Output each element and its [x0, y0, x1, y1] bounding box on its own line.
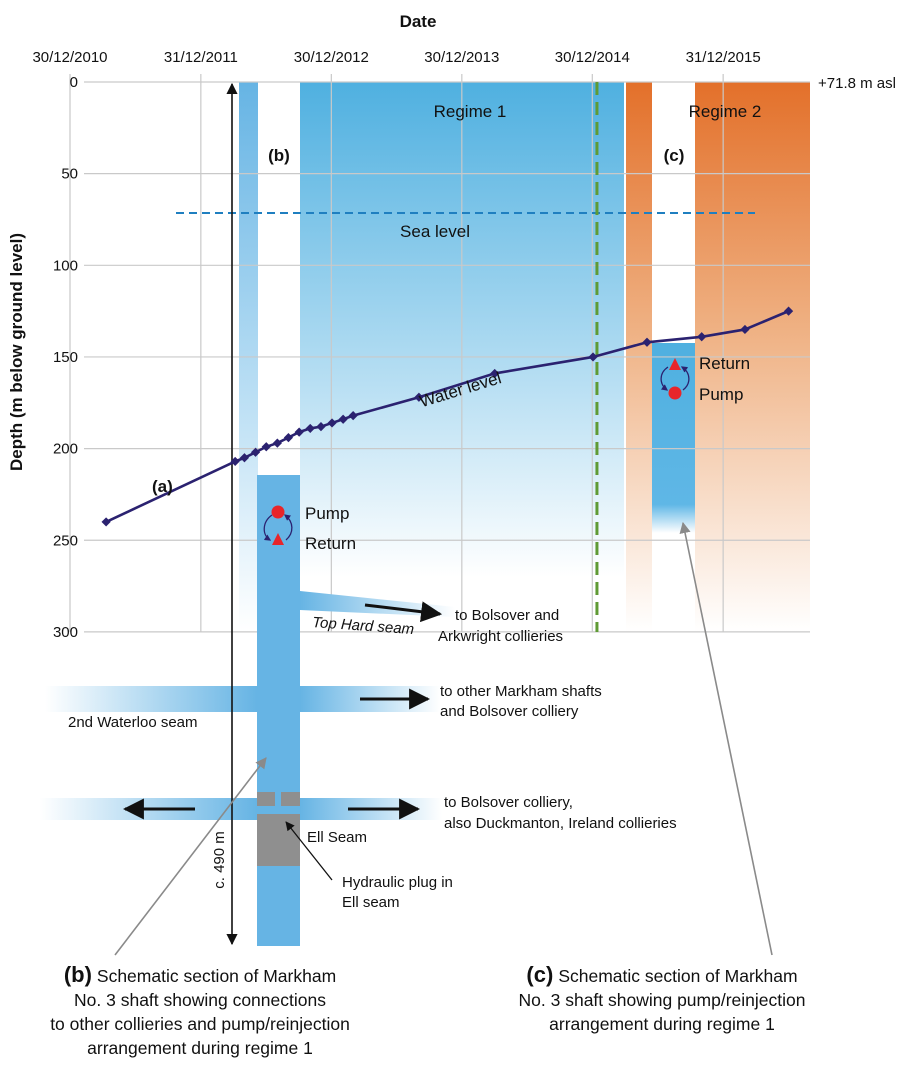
y-tick-label: 300	[53, 624, 78, 641]
water-level-point	[348, 411, 358, 421]
depth-490-label: c. 490 m	[211, 831, 228, 889]
water-level-point	[490, 368, 500, 379]
y-tick-label: 200	[53, 441, 78, 458]
caption-b-line4: arrangement during regime 1	[87, 1038, 313, 1058]
datum-label: +71.8 m asl	[818, 75, 896, 92]
caption-c-pointer	[679, 521, 773, 956]
water-level-series	[101, 306, 794, 527]
label-b: (b)	[268, 146, 290, 165]
regime1-label: Regime 1	[434, 102, 507, 121]
regime2-label: Regime 2	[689, 102, 762, 121]
water-level-point	[294, 427, 304, 437]
caption-c-line1: (c) Schematic section of Markham	[526, 962, 797, 987]
x-tick-label: 30/12/2013	[424, 49, 499, 66]
water-level-point	[783, 306, 794, 316]
return-label-b: Return	[305, 534, 356, 553]
x-tick-label: 30/12/2014	[555, 49, 630, 66]
pump-return-c	[660, 358, 690, 400]
y-tick-label: 50	[61, 166, 78, 183]
water-level-point	[230, 456, 240, 467]
to-markham-1: to other Markham shafts	[440, 683, 602, 700]
water-level-point	[316, 422, 326, 432]
2nd-waterloo-seam-pipe-left	[45, 686, 257, 712]
water-level-point	[101, 517, 111, 527]
y-tick-label: 0	[70, 74, 78, 91]
x-tick-label: 30/12/2012	[294, 49, 369, 66]
y-axis-title: Depth (m below ground level)	[7, 233, 26, 471]
to-bolsover-duck-2: also Duckmanton, Ireland collieries	[444, 815, 677, 832]
y-tick-label: 150	[53, 349, 78, 366]
circulation-arrow-c-right	[680, 366, 690, 391]
ell-seam-label: Ell Seam	[307, 829, 367, 846]
water-level-point	[697, 332, 707, 342]
pump-dot-b	[271, 505, 285, 519]
pump-dot-c	[668, 386, 682, 400]
plug-label-2: Ell seam	[342, 894, 400, 911]
top-hard-flow-arrow	[364, 601, 443, 623]
sea-level-label: Sea level	[400, 222, 470, 241]
pump-label-b: Pump	[305, 504, 349, 523]
caption-c-line2: No. 3 shaft showing pump/reinjection	[519, 990, 806, 1010]
shaft-c-water	[652, 343, 695, 533]
caption-b-line2: No. 3 shaft showing connections	[74, 990, 326, 1010]
hydraulic-plug-upper-left	[257, 792, 275, 806]
circulation-arrow-b-left	[263, 514, 273, 541]
caption-b-line1: (b) Schematic section of Markham	[64, 962, 336, 987]
water-level-point	[338, 414, 348, 424]
2nd-waterloo-seam-label: 2nd Waterloo seam	[68, 714, 198, 731]
label-a: (a)	[152, 477, 173, 496]
to-bolsover-duck-1: to Bolsover colliery,	[444, 794, 573, 811]
plug-pointer	[285, 821, 333, 881]
water-level-point	[250, 447, 261, 457]
y-tick-labels: 0 50 100 150 200 250 300	[53, 74, 78, 641]
caption-c-line3: arrangement during regime 1	[549, 1014, 775, 1034]
caption-b-line3: to other collieries and pump/reinjection	[50, 1014, 350, 1034]
water-level-point	[740, 324, 750, 335]
circulation-arrow-b-right	[283, 514, 293, 541]
to-bolsover-arkwright-2: Arkwright collieries	[438, 628, 563, 645]
x-tick-labels: 30/12/2010 31/12/2011 30/12/2012 30/12/2013…	[32, 49, 760, 66]
return-triangle-b	[272, 533, 284, 545]
water-level-point	[305, 423, 315, 434]
to-markham-2: and Bolsover colliery	[440, 703, 579, 720]
water-level-point	[261, 442, 271, 452]
caption-b-pointer	[114, 757, 267, 956]
water-level-point	[414, 392, 424, 402]
grid	[69, 74, 810, 633]
hydraulic-plug-upper-right	[281, 792, 300, 806]
circulation-arrow-c-left	[660, 366, 669, 391]
water-level-point	[327, 418, 337, 428]
x-axis-title: Date	[400, 12, 437, 31]
hydraulic-plug	[257, 814, 300, 866]
water-level-point	[272, 438, 282, 448]
label-c: (c)	[664, 146, 685, 165]
water-level-point	[283, 433, 294, 443]
water-level-point	[239, 453, 250, 463]
pump-label-c: Pump	[699, 385, 743, 404]
return-label-c: Return	[699, 354, 750, 373]
return-triangle-c	[669, 358, 681, 370]
x-tick-label: 31/12/2011	[164, 49, 238, 66]
to-bolsover-arkwright-1: to Bolsover and	[455, 607, 559, 624]
plug-label-1: Hydraulic plug in	[342, 874, 453, 891]
y-tick-label: 100	[53, 257, 78, 274]
water-level-point	[588, 352, 598, 362]
pump-return-b	[263, 505, 293, 545]
shaft-b-upper-water	[257, 475, 300, 632]
shaft-b-lower	[257, 632, 300, 946]
x-tick-label: 30/12/2010	[32, 49, 107, 66]
x-tick-label: 31/12/2015	[686, 49, 761, 66]
water-level-point	[642, 337, 652, 347]
y-tick-label: 250	[53, 532, 78, 549]
